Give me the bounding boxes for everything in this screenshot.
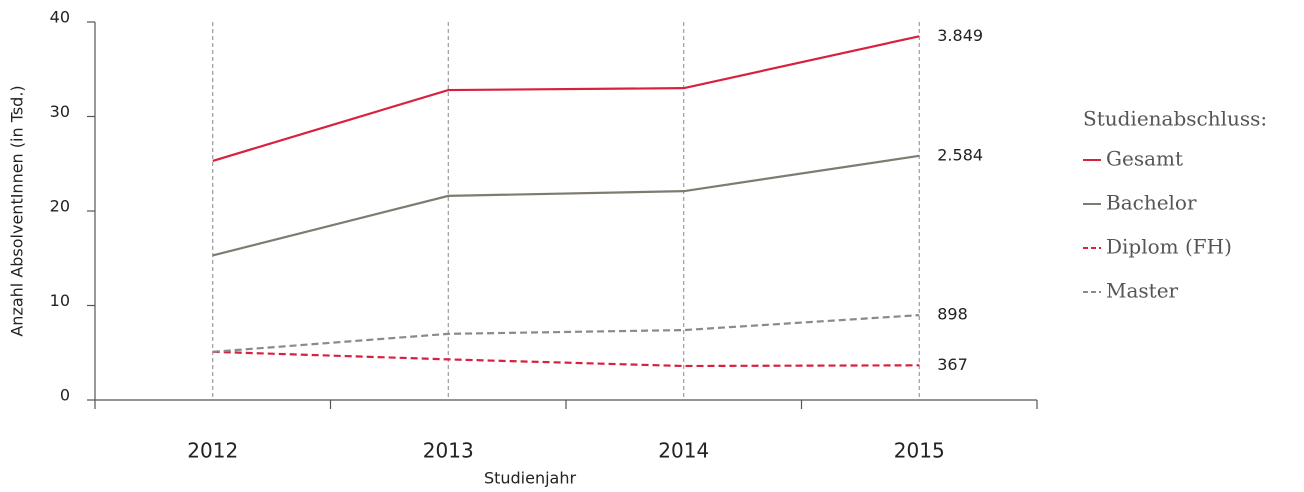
value-label: 367 [937,355,968,374]
legend-label: Bachelor [1106,191,1197,215]
y-axis-label: Anzahl AbsolventInnen (in Tsd.) [8,85,27,336]
y-tick-label: 10 [50,291,70,310]
value-label: 3.849 [937,26,983,45]
x-tick-label: 2014 [658,439,709,463]
legend-label: Gesamt [1106,147,1183,171]
legend-label: Master [1106,279,1179,303]
value-label: 2.584 [937,145,983,164]
legend-title: Studienabschluss: [1083,107,1267,131]
x-axis-label: Studienjahr [484,469,577,488]
x-tick-label: 2013 [423,439,474,463]
series-line [212,35,920,162]
y-tick-label: 0 [60,386,70,405]
y-tick-label: 40 [50,8,70,27]
series-line [212,154,920,257]
y-tick-label: 30 [50,102,70,121]
x-tick-label: 2012 [187,439,238,463]
series-line [212,350,920,368]
x-tick-label: 2015 [894,439,945,463]
y-tick-label: 20 [50,197,70,216]
legend-label: Diplom (FH) [1106,235,1232,259]
value-label: 898 [937,305,968,324]
series-line [212,314,920,353]
